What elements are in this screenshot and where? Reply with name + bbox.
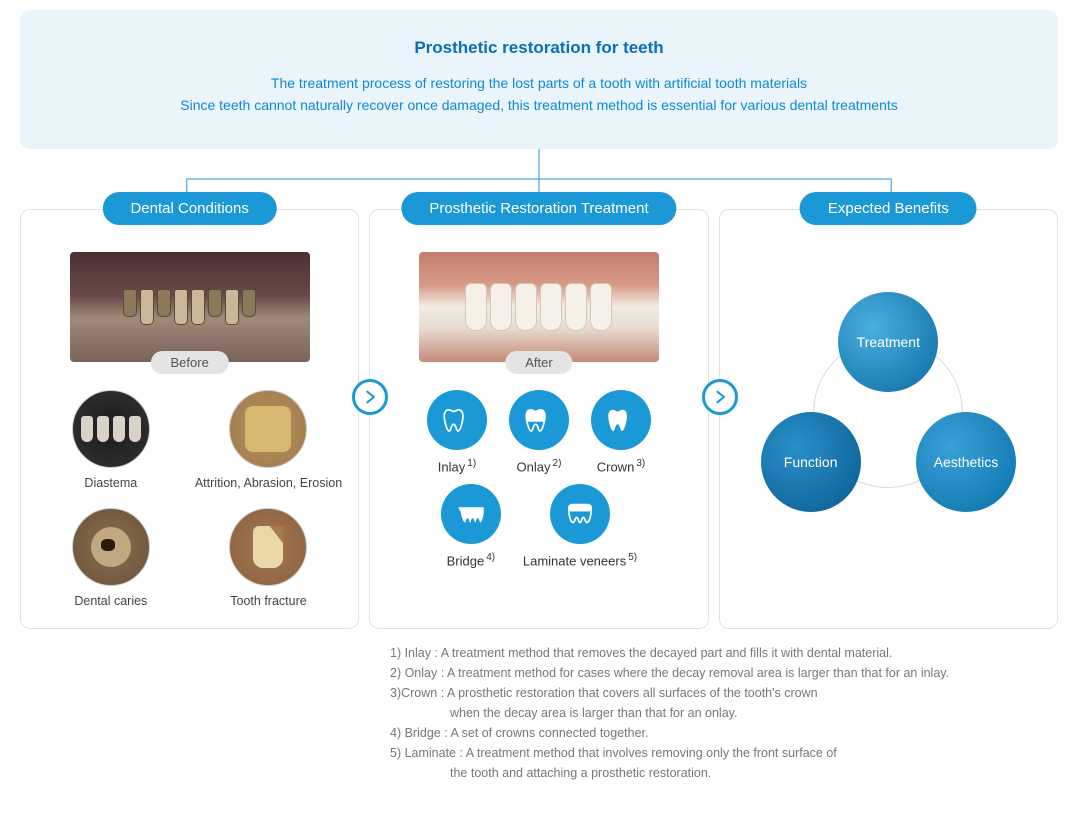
- condition-fracture: Tooth fracture: [195, 508, 343, 608]
- hero-title: Prosthetic restoration for teeth: [60, 38, 1018, 58]
- veneers-icon: [550, 484, 610, 544]
- footnote-line: 4) Bridge : A set of crowns connected to…: [390, 723, 1058, 743]
- benefit-label: Aesthetics: [934, 454, 999, 470]
- treatment-sup: 4): [486, 552, 495, 563]
- footnote-line: the tooth and attaching a prosthetic res…: [390, 763, 1058, 783]
- treatment-bridge: Bridge4): [441, 484, 501, 568]
- benefit-aesthetics: Aesthetics: [916, 412, 1016, 512]
- arrow-step-1: [352, 379, 388, 415]
- conditions-grid: Diastema Attrition, Abrasion, Erosion De…: [37, 390, 342, 608]
- condition-caries-img: [72, 508, 150, 586]
- treatment-sup: 2): [553, 458, 562, 469]
- footnote-line: 2) Onlay : A treatment method for cases …: [390, 663, 1058, 683]
- bridge-icon: [441, 484, 501, 544]
- tooth-filled-icon: [591, 390, 651, 450]
- treatment-sup: 5): [628, 552, 637, 563]
- badge-before: Before: [151, 351, 229, 374]
- columns-container: Dental Conditions Before Diastema Attrit…: [20, 209, 1058, 629]
- treatment-label: Crown: [597, 459, 635, 474]
- badge-after: After: [505, 351, 572, 374]
- tooth-partfill-icon: [509, 390, 569, 450]
- benefit-function: Function: [761, 412, 861, 512]
- condition-label: Tooth fracture: [195, 594, 343, 608]
- card-conditions: Dental Conditions Before Diastema Attrit…: [20, 209, 359, 629]
- benefits-diagram: Treatment Function Aesthetics: [736, 262, 1041, 542]
- footnote-line: 3)Crown : A prosthetic restoration that …: [390, 683, 1058, 703]
- treatment-laminate: Laminate veneers5): [523, 484, 637, 568]
- treatment-onlay: Onlay2): [509, 390, 569, 474]
- card-treatment: Prosthetic Restoration Treatment After I…: [369, 209, 708, 629]
- card-benefits: Expected Benefits Treatment Function Aes…: [719, 209, 1058, 629]
- condition-caries: Dental caries: [37, 508, 185, 608]
- condition-label: Diastema: [37, 476, 185, 490]
- pill-benefits: Expected Benefits: [800, 192, 977, 225]
- hero-subtitle-1: The treatment process of restoring the l…: [60, 72, 1018, 94]
- condition-diastema-img: [72, 390, 150, 468]
- treatment-label: Laminate veneers: [523, 553, 626, 568]
- photo-before: Before: [70, 252, 310, 362]
- pill-treatment: Prosthetic Restoration Treatment: [401, 192, 676, 225]
- footnote-line: 5) Laminate : A treatment method that in…: [390, 743, 1058, 763]
- condition-attrition-img: [229, 390, 307, 468]
- photo-after: After: [419, 252, 659, 362]
- treatment-label: Onlay: [517, 459, 551, 474]
- hero-subtitle-2: Since teeth cannot naturally recover onc…: [60, 94, 1018, 116]
- footnotes: 1) Inlay : A treatment method that remov…: [390, 643, 1058, 783]
- treatment-inlay: Inlay1): [427, 390, 487, 474]
- footnote-line: 1) Inlay : A treatment method that remov…: [390, 643, 1058, 663]
- footnote-line: when the decay area is larger than that …: [390, 703, 1058, 723]
- treatment-label: Inlay: [438, 459, 465, 474]
- benefit-label: Treatment: [857, 334, 920, 350]
- condition-fracture-img: [229, 508, 307, 586]
- treatment-sup: 1): [467, 458, 476, 469]
- hero-panel: Prosthetic restoration for teeth The tre…: [20, 10, 1058, 149]
- treatment-sup: 3): [636, 458, 645, 469]
- treatment-grid: Inlay1) Onlay2) Crown3) Bridge4): [386, 390, 691, 569]
- condition-attrition: Attrition, Abrasion, Erosion: [195, 390, 343, 490]
- arrow-step-2: [702, 379, 738, 415]
- pill-conditions: Dental Conditions: [102, 192, 276, 225]
- treatment-crown: Crown3): [591, 390, 651, 474]
- benefit-treatment: Treatment: [838, 292, 938, 392]
- condition-diastema: Diastema: [37, 390, 185, 490]
- benefit-label: Function: [784, 454, 838, 470]
- treatment-label: Bridge: [447, 553, 485, 568]
- condition-label: Dental caries: [37, 594, 185, 608]
- tooth-outline-icon: [427, 390, 487, 450]
- condition-label: Attrition, Abrasion, Erosion: [195, 476, 343, 490]
